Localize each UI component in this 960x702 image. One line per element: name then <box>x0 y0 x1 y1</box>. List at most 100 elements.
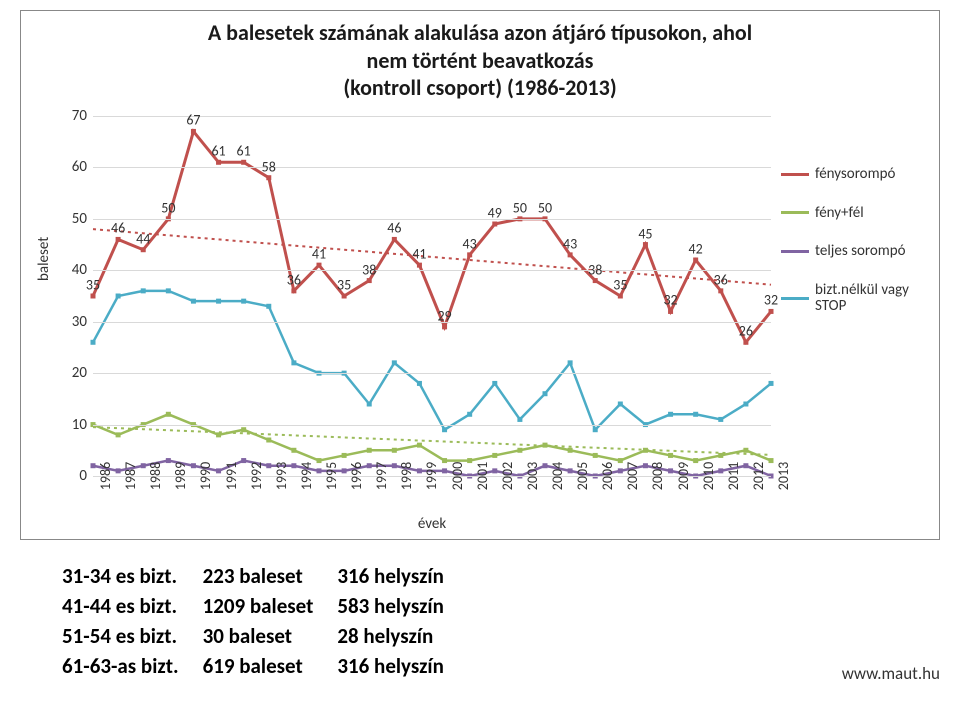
marker <box>442 324 447 329</box>
marker <box>743 448 748 453</box>
gridline <box>93 167 771 168</box>
marker <box>693 412 698 417</box>
marker <box>392 448 397 453</box>
series-trend_feny <box>93 229 771 285</box>
table-cell: 61-63-as bizt. <box>62 652 201 680</box>
marker <box>216 299 221 304</box>
marker <box>392 237 397 242</box>
legend-item: teljes sorompó <box>781 243 936 260</box>
marker <box>116 294 121 299</box>
data-label: 58 <box>262 158 276 175</box>
marker <box>241 160 246 165</box>
marker <box>417 443 422 448</box>
data-label: 32 <box>764 292 778 309</box>
table-cell: 223 baleset <box>203 562 336 590</box>
x-tick: 2012 <box>746 462 767 490</box>
marker <box>367 448 372 453</box>
data-label: 43 <box>563 235 577 252</box>
marker <box>643 242 648 247</box>
marker <box>241 299 246 304</box>
table-cell: 316 helyszín <box>337 652 466 680</box>
x-tick: 1998 <box>394 462 415 490</box>
table-cell: 619 baleset <box>203 652 336 680</box>
x-tick: 2008 <box>645 462 666 490</box>
marker <box>568 448 573 453</box>
table-row: 61-63-as bizt.619 baleset316 helyszín <box>62 652 466 680</box>
marker <box>618 294 623 299</box>
marker <box>492 453 497 458</box>
data-label: 44 <box>136 230 150 247</box>
y-axis-label: baleset <box>35 237 53 281</box>
footer-link: www.maut.hu <box>842 663 940 684</box>
data-label: 35 <box>613 276 627 293</box>
marker <box>191 129 196 134</box>
marker <box>668 453 673 458</box>
x-tick: 1999 <box>419 462 440 490</box>
x-tick: 2013 <box>771 462 792 490</box>
marker <box>241 427 246 432</box>
marker <box>291 448 296 453</box>
legend-swatch <box>781 250 809 253</box>
data-label: 50 <box>538 199 552 216</box>
data-label: 35 <box>86 276 100 293</box>
x-tick: 1990 <box>193 462 214 490</box>
legend-label: bizt.nélkül vagy STOP <box>815 282 936 315</box>
data-label: 49 <box>488 204 502 221</box>
marker <box>91 294 96 299</box>
x-tick: 2000 <box>445 462 466 490</box>
marker <box>216 160 221 165</box>
legend-label: fénysorompó <box>815 166 895 183</box>
legend-item: fény+fél <box>781 205 936 222</box>
y-tick: 30 <box>72 313 93 331</box>
x-tick: 2010 <box>696 462 717 490</box>
title-l2: nem történt beavatkozás <box>367 47 594 74</box>
table-cell: 41-44 es bizt. <box>62 592 201 620</box>
y-tick: 10 <box>72 416 93 434</box>
table-row: 51-54 es bizt.30 baleset28 helyszín <box>62 622 466 650</box>
table-row: 31-34 es bizt.223 baleset316 helyszín <box>62 562 466 590</box>
data-label: 50 <box>513 199 527 216</box>
x-tick: 1997 <box>369 462 390 490</box>
x-tick: 1992 <box>244 462 265 490</box>
chart-container: A balesetek számának alakulása azon átjá… <box>20 10 940 540</box>
marker <box>291 360 296 365</box>
marker <box>392 360 397 365</box>
x-tick: 2009 <box>671 462 692 490</box>
table-row: 41-44 es bizt.1209 baleset583 helyszín <box>62 592 466 620</box>
gridline <box>93 425 771 426</box>
table-cell: 28 helyszín <box>337 622 466 650</box>
gridline <box>93 219 771 220</box>
table-cell: 31-34 es bizt. <box>62 562 201 590</box>
legend-item: fénysorompó <box>781 166 936 183</box>
marker <box>568 360 573 365</box>
marker <box>668 309 673 314</box>
marker <box>593 453 598 458</box>
data-label: 36 <box>714 271 728 288</box>
marker <box>342 453 347 458</box>
data-label: 35 <box>337 276 351 293</box>
gridline <box>93 373 771 374</box>
marker <box>618 402 623 407</box>
y-tick: 0 <box>79 467 93 485</box>
marker <box>517 448 522 453</box>
marker <box>417 381 422 386</box>
x-tick: 1989 <box>168 462 189 490</box>
x-tick: 2007 <box>620 462 641 490</box>
legend-label: fény+fél <box>815 205 864 222</box>
data-label: 45 <box>638 225 652 242</box>
data-label: 50 <box>161 199 175 216</box>
marker <box>417 263 422 268</box>
x-tick: 2006 <box>595 462 616 490</box>
plot-area: 0102030405060701986198719881989199019911… <box>93 116 771 476</box>
table-cell: 30 baleset <box>203 622 336 650</box>
marker <box>743 402 748 407</box>
legend-label: teljes sorompó <box>815 243 906 260</box>
x-tick: 1987 <box>118 462 139 490</box>
data-label: 41 <box>312 246 326 263</box>
table-cell: 316 helyszín <box>337 562 466 590</box>
marker <box>593 278 598 283</box>
x-tick: 2005 <box>570 462 591 490</box>
marker <box>191 299 196 304</box>
x-tick: 1986 <box>93 462 114 490</box>
marker <box>266 175 271 180</box>
